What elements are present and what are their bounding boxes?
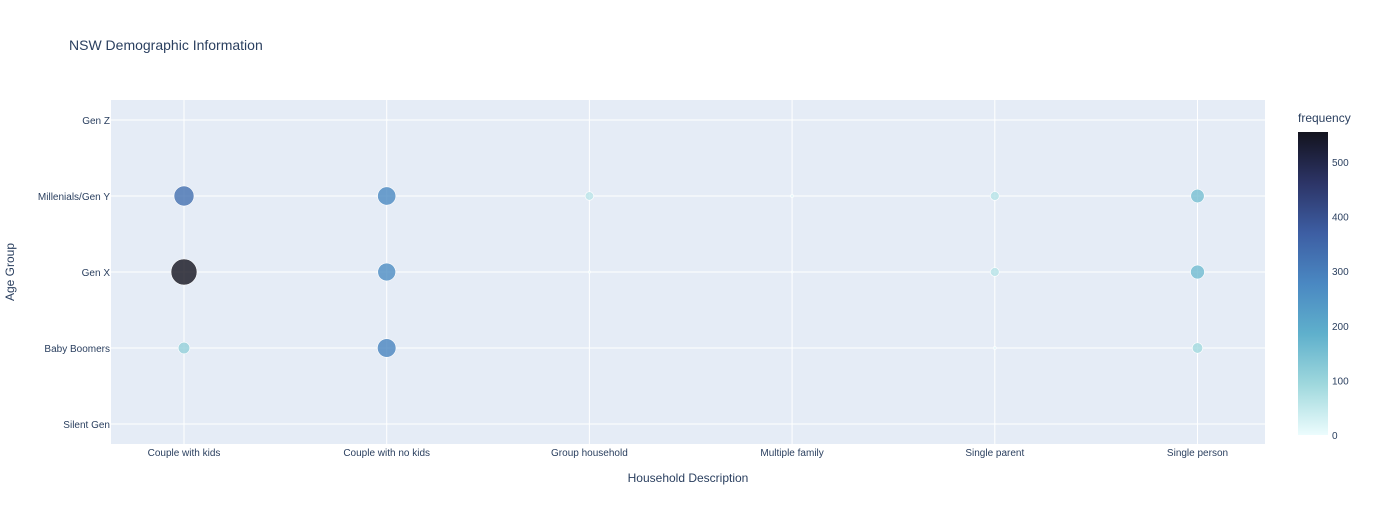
data-point (385, 423, 388, 425)
data-point (791, 347, 794, 349)
y-axis-ticks: Silent Gen Baby Boomers Gen X Millenials/Ge… (38, 116, 110, 431)
y-tick-label: Silent Gen (63, 420, 110, 431)
data-point (588, 423, 591, 425)
colorbar: frequency 0 100 200 300 400 500 (1298, 111, 1351, 442)
data-point (588, 347, 591, 349)
x-tick-label: Couple with no kids (343, 448, 430, 459)
chart-title: NSW Demographic Information (69, 37, 263, 53)
data-point (1196, 423, 1199, 425)
data-point (377, 262, 396, 282)
data-point (183, 423, 185, 425)
data-point (183, 119, 185, 121)
x-axis-title: Household Description (628, 471, 749, 485)
data-point (993, 119, 996, 121)
data-point (177, 341, 191, 355)
data-point (377, 338, 397, 358)
colorbar-tick-label: 200 (1332, 322, 1349, 333)
data-point (990, 267, 1000, 277)
data-point (1190, 188, 1205, 204)
x-tick-label: Group household (551, 448, 628, 459)
colorbar-tick-label: 100 (1332, 376, 1349, 387)
data-points (170, 118, 1205, 425)
x-tick-label: Multiple family (760, 448, 823, 459)
data-point (587, 270, 591, 274)
colorbar-tick-label: 0 (1332, 431, 1338, 442)
colorbar-tick-label: 300 (1332, 267, 1349, 278)
data-point (173, 185, 195, 207)
y-tick-label: Millenials/Gen Y (38, 192, 110, 203)
data-point (790, 270, 794, 274)
data-point (791, 119, 794, 121)
x-tick-label: Couple with kids (148, 448, 221, 459)
x-axis-ticks: Couple with kids Couple with no kids Group… (148, 448, 1228, 459)
x-tick-label: Single person (1167, 448, 1228, 459)
data-point (1196, 119, 1199, 121)
data-point (791, 423, 794, 425)
data-point (377, 186, 397, 206)
data-point (1190, 264, 1205, 280)
y-axis-title: Age Group (3, 243, 17, 301)
y-tick-label: Gen Z (82, 116, 110, 127)
x-tick-label: Single parent (965, 448, 1024, 459)
gridlines (111, 100, 1265, 444)
data-point (790, 194, 794, 198)
data-point (385, 118, 388, 122)
colorbar-tick-label: 500 (1332, 158, 1349, 169)
data-point (1191, 342, 1204, 354)
data-point (992, 346, 997, 350)
data-point (170, 258, 198, 286)
colorbar-title: frequency (1298, 111, 1351, 125)
data-point (990, 191, 1000, 201)
y-tick-label: Baby Boomers (44, 344, 110, 355)
colorbar-gradient (1298, 132, 1328, 435)
colorbar-tick-label: 400 (1332, 213, 1349, 224)
y-tick-label: Gen X (82, 268, 111, 279)
data-point (588, 119, 591, 121)
data-point (993, 423, 996, 425)
data-point (584, 191, 594, 201)
